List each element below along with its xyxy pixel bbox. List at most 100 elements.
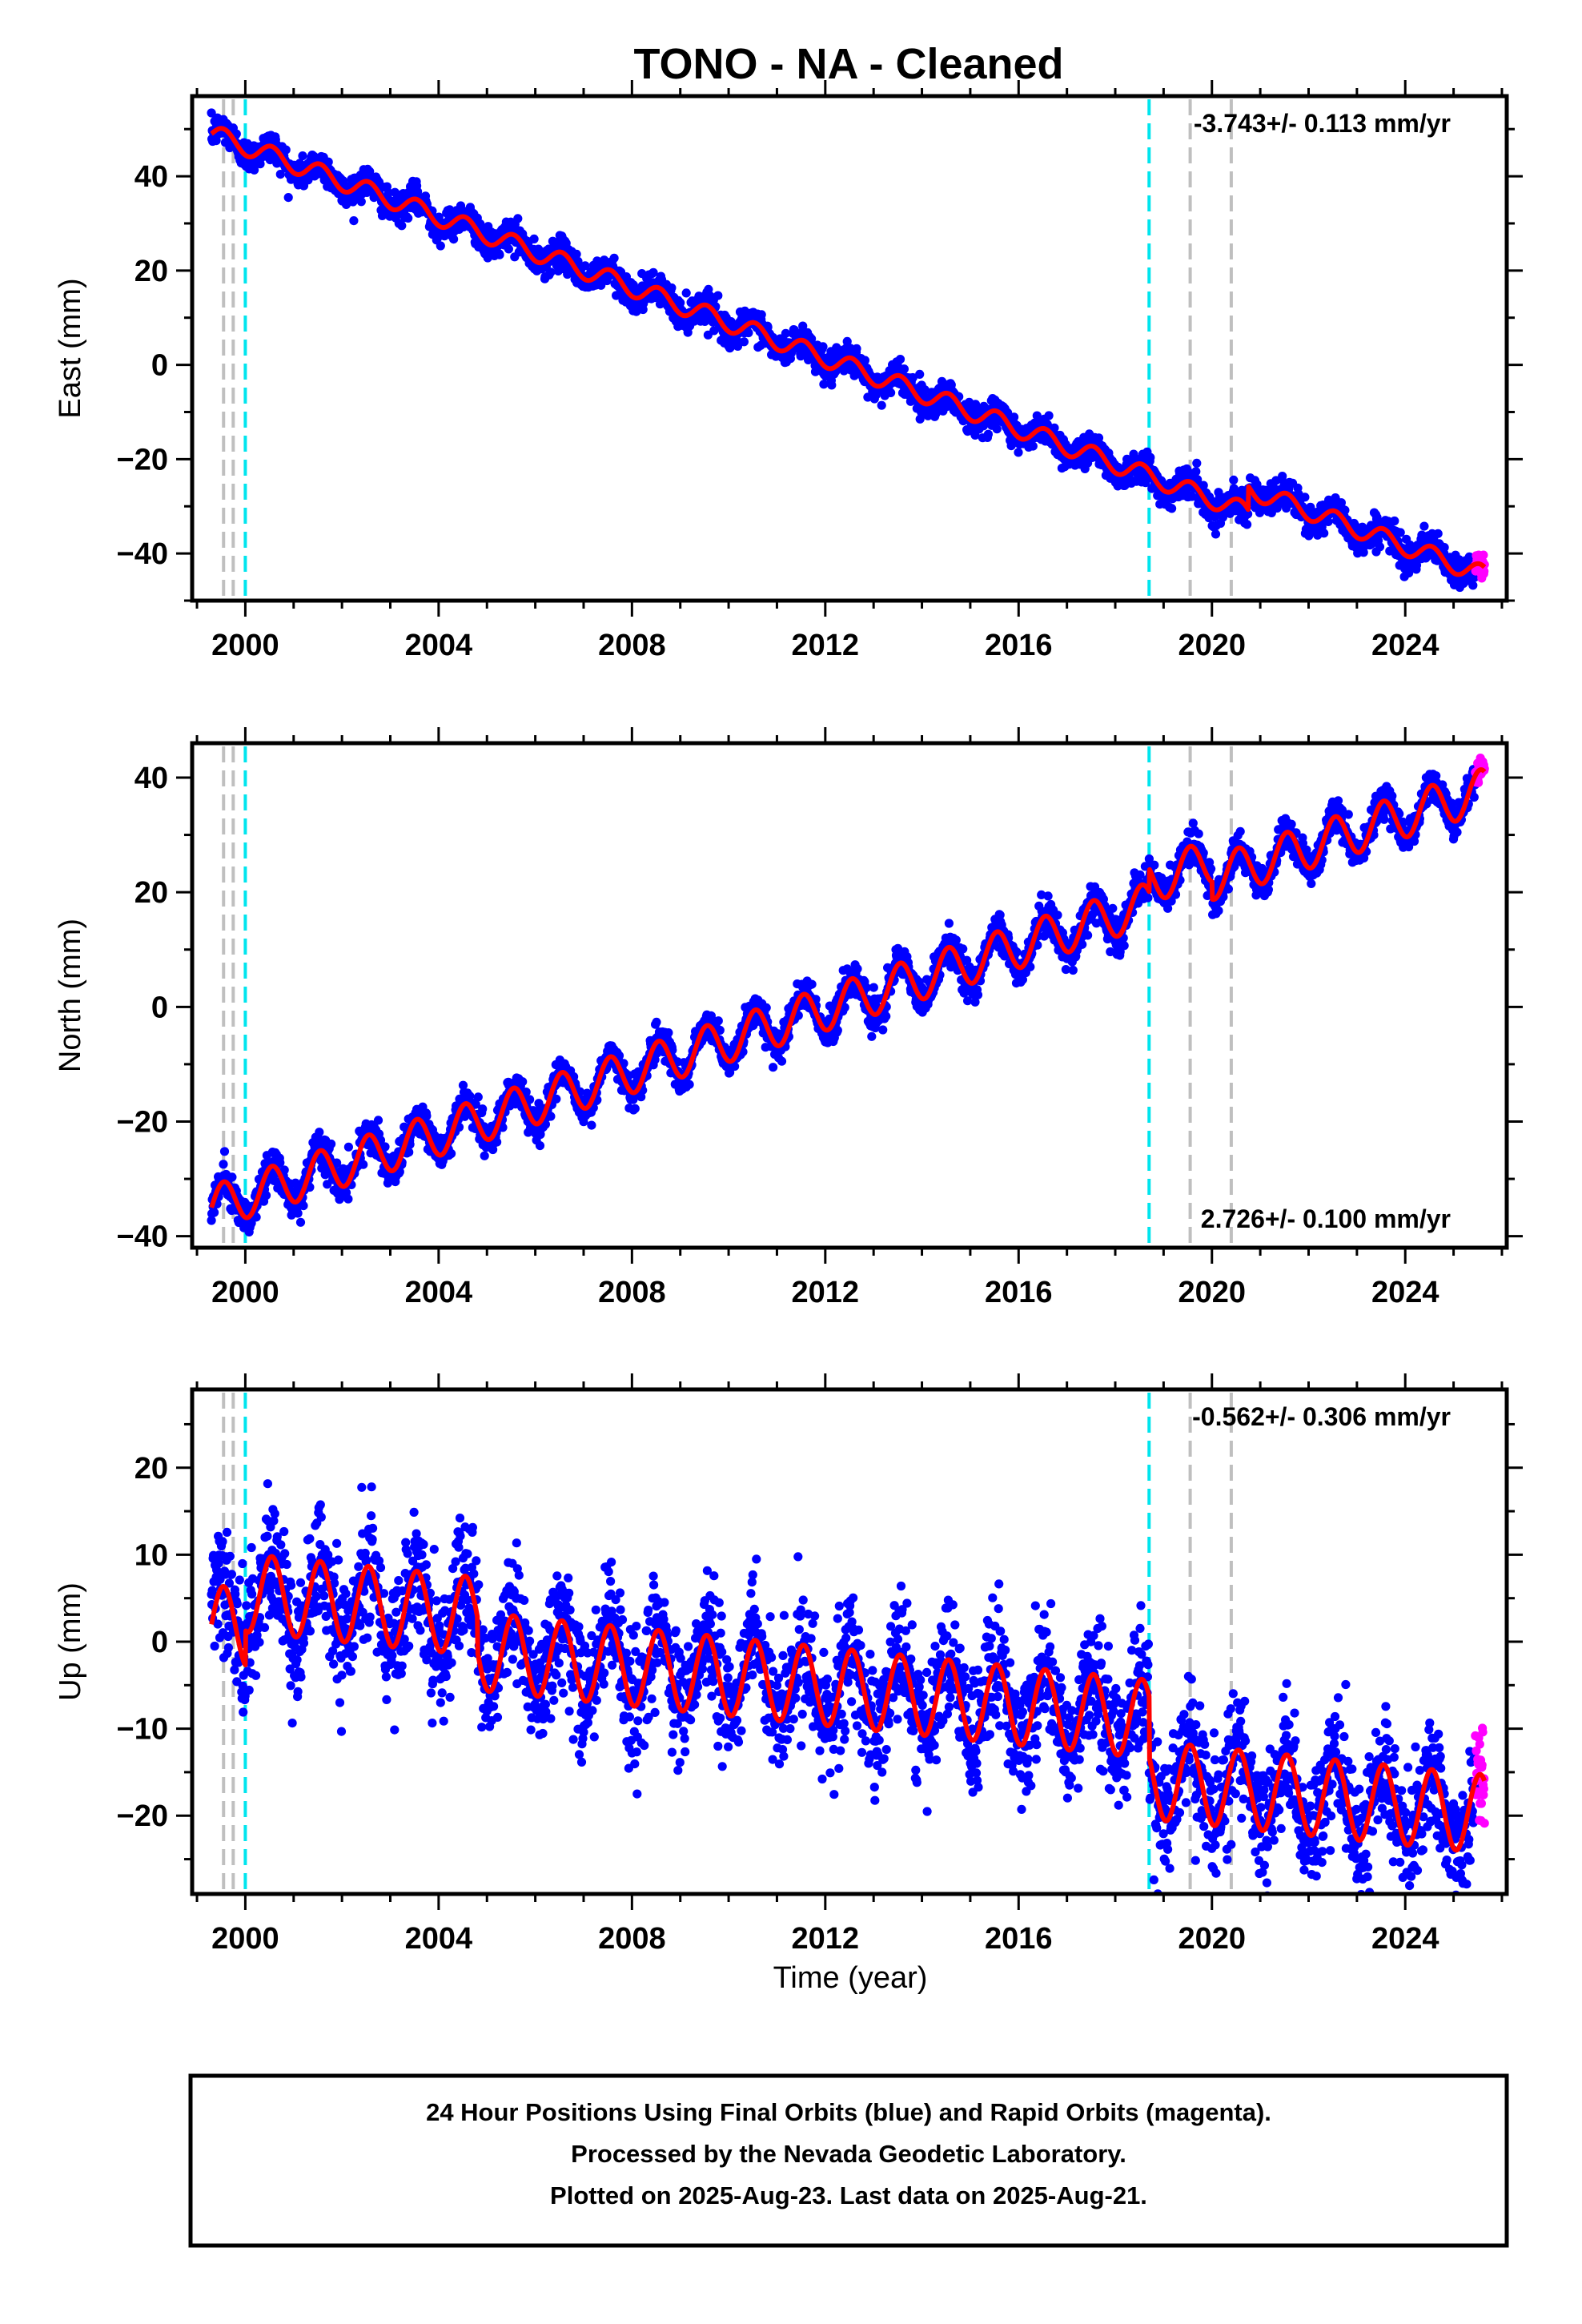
east-final-point [250,165,259,175]
east-final-point [877,400,886,410]
east-final-point [612,291,621,300]
east-final-point [899,364,909,374]
north-final-point [685,1080,694,1089]
north-final-point [422,1111,432,1121]
east-final-point [1167,504,1177,513]
east-final-point [1419,521,1429,531]
east-final-point [572,249,581,259]
east-final-point [1439,543,1449,553]
east-final-point [704,284,713,294]
chart-title: TONO - NA - Cleaned [633,40,1063,88]
east-final-point [456,201,466,211]
east-y-axis-label: East (mm) [54,278,87,418]
east-final-point [323,157,333,167]
east-final-point [1229,475,1239,485]
east-final-point [397,221,407,231]
north-final-point [833,1026,842,1035]
east-final-point [404,213,413,223]
east-final-point [609,253,619,263]
y-tick-label: 20 [135,255,168,288]
north-final-point [227,1172,237,1182]
east-final-point [1375,542,1385,552]
east-final-point [436,241,445,251]
east-final-point [860,356,869,365]
east-final-point [983,429,993,439]
north-final-point [761,1003,771,1012]
east-rapid-point [1479,550,1488,560]
east-final-point [211,136,221,146]
east-final-point [713,291,723,300]
east-final-point [908,372,917,383]
east-final-point [580,261,590,271]
x-tick-label: 2016 [985,629,1053,662]
north-final-point [315,1128,324,1137]
east-final-point [681,288,691,298]
x-tick-label: 2008 [598,629,666,662]
y-tick-label: 40 [135,160,168,194]
east-final-point [356,197,366,207]
east-final-point [886,388,896,397]
east-final-point [819,380,829,389]
east-final-point [1191,467,1201,476]
y-tick-label: −40 [117,537,168,571]
east-final-point [504,244,514,254]
east-final-point [676,298,685,308]
east-final-point [818,342,828,352]
east-final-point [827,380,837,390]
east-final-point [1014,448,1023,457]
east-final-point [476,219,485,229]
north-final-point [713,1016,723,1026]
east-final-point [513,214,523,223]
x-tick-label: 2020 [1178,629,1246,662]
north-final-point [261,1191,271,1200]
east-final-point [807,334,817,344]
east-panel: 2000 2004 2008 2012 2016 2020 2024−40−2002040E… [54,80,1523,662]
x-tick-label: 2012 [792,629,860,662]
east-final-point [349,216,359,226]
y-tick-label: −20 [117,443,168,476]
east-final-point [573,256,583,266]
north-final-point [652,1017,661,1027]
north-final-point [219,1160,228,1169]
east-final-point [920,385,930,395]
east-observations [207,108,1489,593]
east-final-point [852,344,861,353]
east-final-point [529,234,539,243]
east-final-point [1028,441,1038,451]
north-final-point [807,979,817,989]
north-final-point [664,1028,673,1038]
north-final-point [293,1208,303,1218]
east-final-point [303,175,313,185]
east-final-point [283,193,293,203]
x-tick-label: 2004 [405,629,473,662]
east-final-point [275,170,285,179]
north-final-point [587,1120,596,1130]
north-final-point [210,1208,219,1217]
north-final-point [299,1201,308,1211]
east-final-point [796,352,805,361]
north-final-point [343,1142,353,1152]
east-final-point [298,151,307,161]
north-final-point [478,1104,488,1114]
north-final-point [480,1151,489,1160]
east-final-point [842,336,852,346]
east-final-point [546,267,556,277]
east-final-point [1044,411,1054,420]
east-final-point [1433,529,1443,538]
north-final-point [853,964,862,974]
north-final-point [219,1147,230,1156]
north-final-point [295,1217,306,1227]
north-final-point [535,1141,545,1151]
east-final-point [1390,516,1399,526]
east-final-point [1243,520,1252,529]
east-final-point [733,341,743,351]
east-final-point [1211,529,1221,539]
north-panel: 2000 2004 2008 2012 2016 2020 2024−40−2002040N… [54,727,1523,1309]
y-tick-label: 0 [151,349,168,383]
east-final-point [1192,458,1202,468]
north-final-point [447,1148,456,1159]
east-final-point [915,369,925,379]
east-offset-lines [222,99,1233,597]
east-final-point [449,235,459,244]
east-final-point [1146,452,1155,462]
